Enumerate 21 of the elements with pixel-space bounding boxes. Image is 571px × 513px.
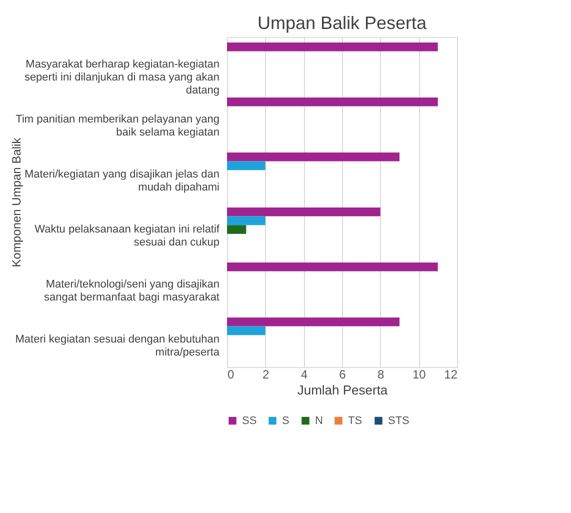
- legend-label: S: [282, 414, 290, 427]
- x-tick-label: 12: [444, 368, 458, 382]
- legend-label: TS: [348, 414, 362, 427]
- x-tick-label: 4: [300, 368, 308, 382]
- x-tick-label: 0: [228, 368, 234, 382]
- legend-label: N: [315, 414, 323, 427]
- y-axis-title: Komponen Umpan Balik: [10, 136, 24, 268]
- x-tick-label: 10: [412, 368, 426, 382]
- legend-label: STS: [388, 414, 410, 427]
- y-tick-label: Materi/teknologi/seni yang disajikan sangat bermanfaat bagi masyarakat: [44, 278, 220, 304]
- legend-label: SS: [242, 414, 257, 427]
- chart-title: Umpan Balik Peserta: [257, 13, 428, 33]
- x-tick-label: 2: [262, 368, 270, 382]
- y-tick-label: Waktu pelaksanaan kegiatan ini relatif sesuai dan cukup: [34, 224, 220, 248]
- x-tick-label: 8: [377, 368, 384, 382]
- y-tick-label: Tim panitian memberikan pelayanan yang baik selama kegiatan: [16, 114, 220, 138]
- y-tick-label: Masyarakat berharap kegiatan-kegiatan seperti ini dilanjukan di masa yang akan datang: [24, 58, 220, 96]
- y-tick-label: Materi/kegiatan yang disajikan jelas dan mudah dipahami: [24, 168, 220, 194]
- x-tick-label: 6: [339, 368, 346, 382]
- x-axis-title: Jumlah Peserta: [297, 382, 388, 398]
- y-tick-label: Materi kegiatan sesuai dengan kebutuhan mitra/peserta: [15, 334, 220, 358]
